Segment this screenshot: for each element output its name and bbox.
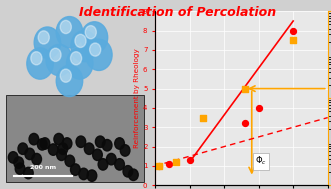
Circle shape — [60, 69, 71, 82]
Circle shape — [31, 52, 42, 65]
Circle shape — [24, 167, 33, 179]
Point — [242, 87, 248, 90]
Point — [291, 39, 296, 42]
Circle shape — [37, 139, 47, 150]
Circle shape — [87, 170, 97, 181]
Circle shape — [115, 159, 124, 170]
Circle shape — [107, 153, 116, 165]
Circle shape — [48, 144, 58, 155]
Text: Identification of Percolation: Identification of Percolation — [78, 6, 276, 19]
Circle shape — [18, 143, 28, 154]
Point — [242, 122, 248, 125]
Circle shape — [76, 136, 86, 147]
Circle shape — [120, 145, 130, 156]
Circle shape — [38, 31, 49, 44]
Circle shape — [32, 153, 41, 165]
Circle shape — [81, 22, 108, 53]
Circle shape — [93, 149, 102, 160]
Circle shape — [115, 138, 124, 149]
Circle shape — [54, 133, 64, 145]
FancyBboxPatch shape — [6, 95, 144, 182]
Text: $\Phi_c$: $\Phi_c$ — [255, 155, 267, 167]
Circle shape — [56, 17, 83, 48]
Circle shape — [123, 166, 133, 177]
Circle shape — [71, 30, 97, 62]
Circle shape — [50, 48, 61, 61]
Text: 200 nm: 200 nm — [30, 165, 56, 170]
Circle shape — [27, 48, 53, 79]
Point — [166, 163, 171, 166]
Circle shape — [8, 152, 18, 163]
Circle shape — [60, 20, 71, 34]
Point — [156, 164, 161, 167]
Circle shape — [34, 27, 61, 58]
Circle shape — [102, 139, 112, 151]
Circle shape — [98, 159, 108, 170]
Y-axis label: Reinforcement by Rheology: Reinforcement by Rheology — [134, 48, 140, 148]
Circle shape — [71, 164, 80, 175]
Circle shape — [29, 133, 39, 145]
Circle shape — [15, 163, 25, 174]
Circle shape — [85, 26, 96, 39]
Circle shape — [84, 143, 94, 154]
Circle shape — [86, 39, 112, 70]
Circle shape — [62, 138, 72, 149]
Circle shape — [67, 48, 93, 79]
Circle shape — [56, 65, 83, 97]
Point — [256, 106, 261, 109]
Circle shape — [95, 136, 105, 147]
Circle shape — [71, 52, 82, 65]
Circle shape — [79, 168, 88, 180]
Circle shape — [128, 169, 138, 180]
Point — [156, 164, 161, 167]
Circle shape — [58, 143, 68, 154]
Point — [187, 159, 192, 162]
Circle shape — [25, 148, 35, 160]
Circle shape — [40, 138, 50, 149]
Circle shape — [46, 44, 72, 76]
Circle shape — [75, 34, 86, 47]
Point — [201, 116, 206, 119]
Circle shape — [57, 149, 67, 160]
Circle shape — [65, 155, 75, 167]
Point — [291, 29, 296, 32]
Point — [173, 160, 178, 163]
Circle shape — [14, 157, 24, 168]
Circle shape — [90, 43, 101, 56]
